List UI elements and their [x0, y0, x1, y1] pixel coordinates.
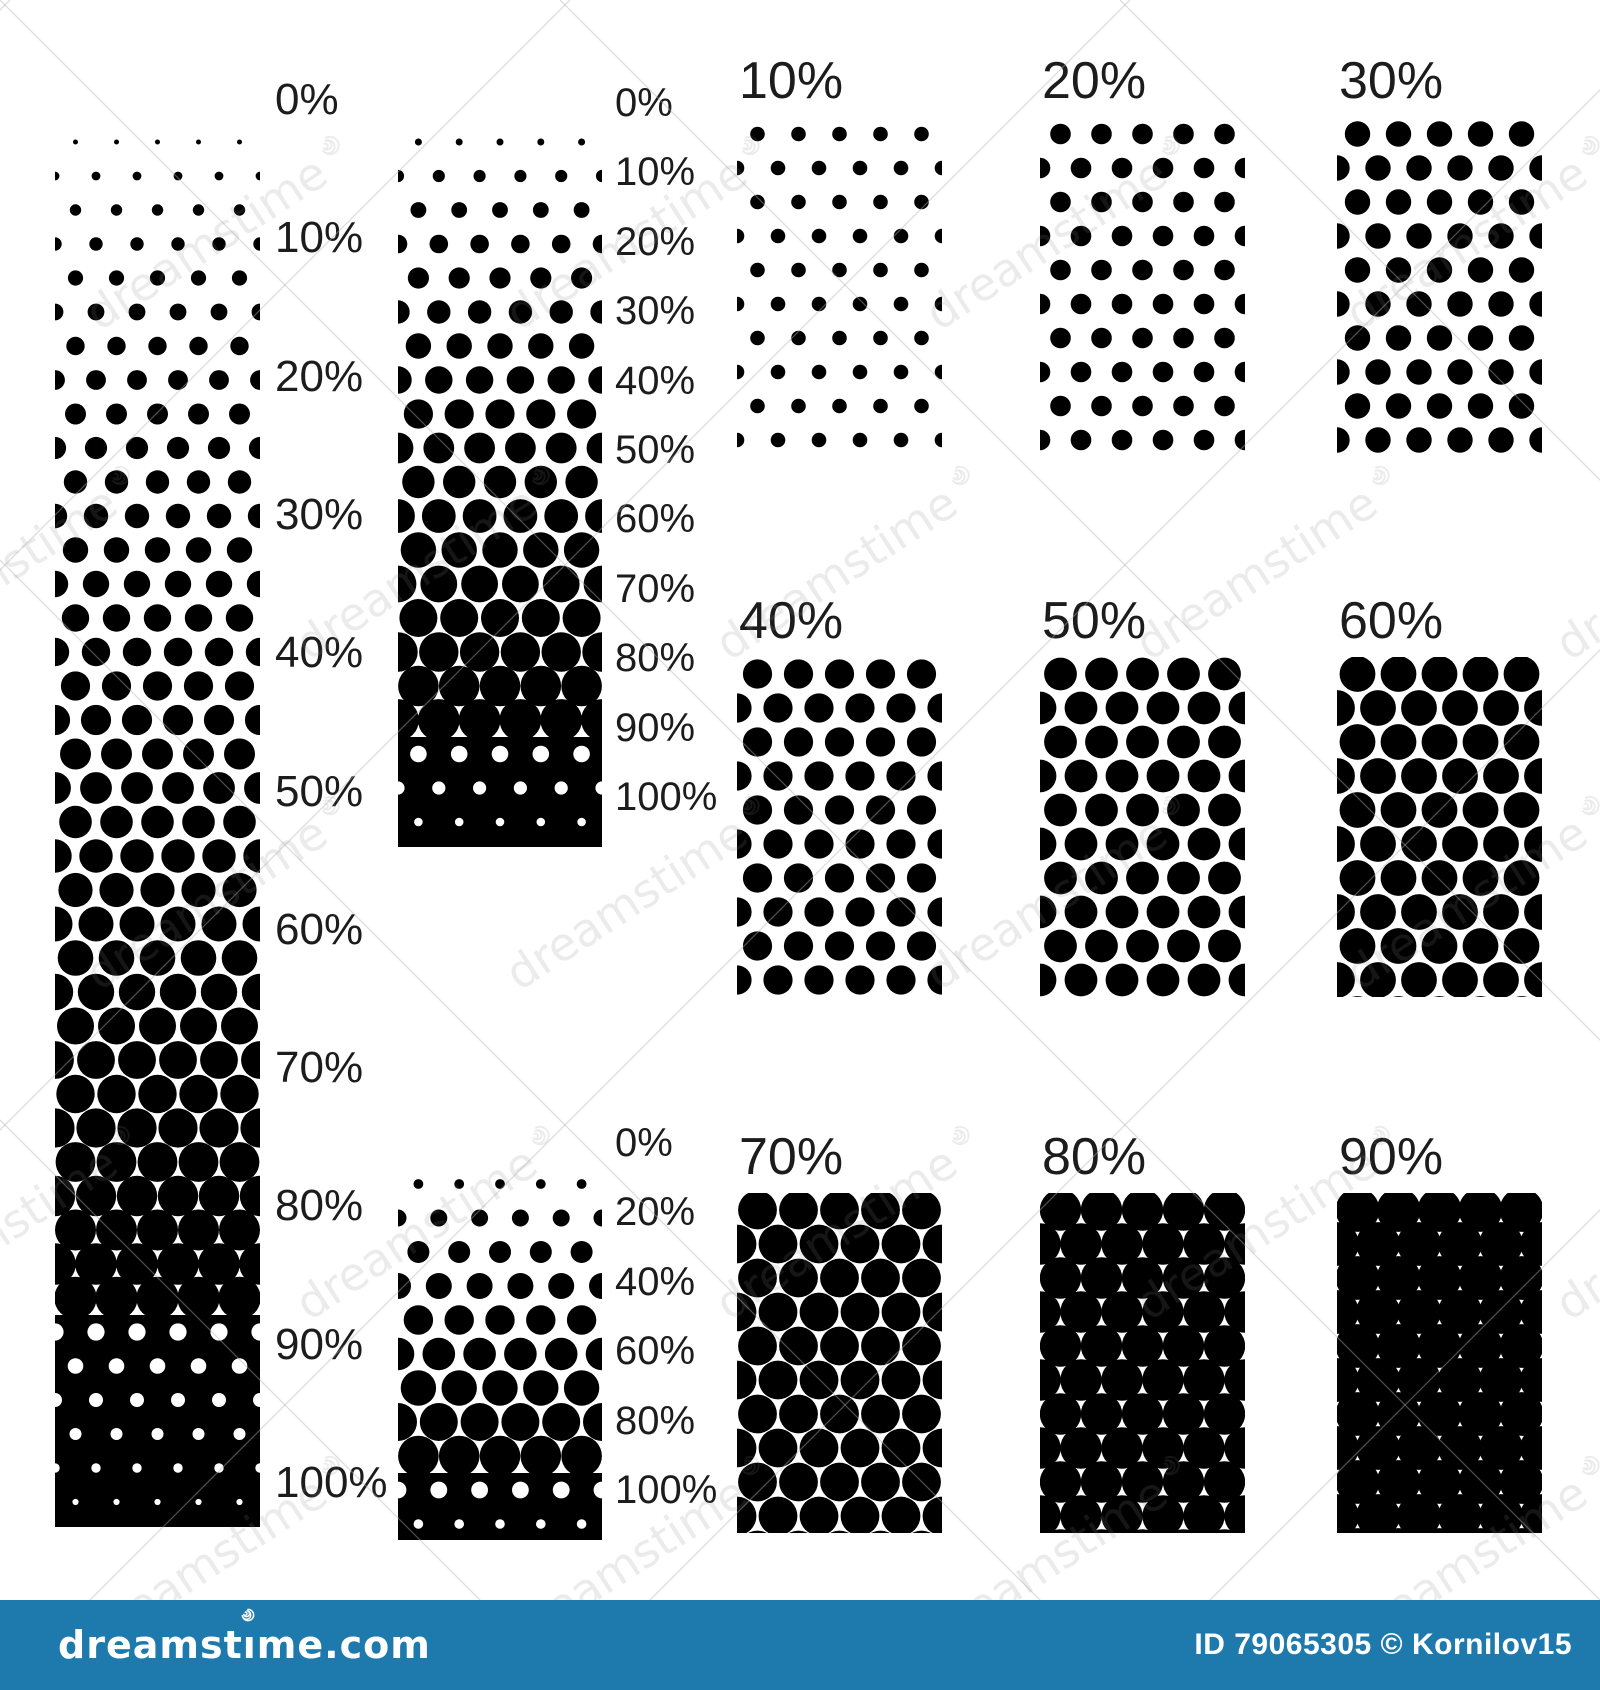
swatch-label-90%: 90% [1339, 1128, 1444, 1186]
spiral-icon [241, 1608, 255, 1622]
swatch-70 [737, 1193, 942, 1533]
footer-bar: dreamst ıme.com ID 79065305 © Kornilov15 [0, 1600, 1600, 1690]
watermark-word: dreamstime [1545, 475, 1600, 671]
gradient-bar-large-label-20%: 20% [275, 352, 364, 401]
halftone-pattern [1040, 123, 1245, 451]
halftone-pattern [737, 126, 942, 448]
halftone-pattern [1040, 1193, 1245, 1533]
watermark-spiral-icon [1372, 465, 1390, 486]
halftone-gradient-bar-medium [398, 125, 602, 847]
gradient-bar-medium-label-40%: 40% [615, 359, 696, 403]
watermark-word: dreamstime [1545, 1135, 1600, 1331]
dreamstime-logo: dreamst ıme.com [58, 1608, 431, 1667]
gradient-bar-medium-label-70%: 70% [615, 567, 696, 611]
logo-text-i: ı [242, 1623, 257, 1667]
watermark-word: dreamstime [0, 0, 127, 11]
gradient-bar-large-label-40%: 40% [275, 628, 364, 677]
halftone-pattern [737, 659, 942, 995]
gradient-bar-large-label-60%: 60% [275, 905, 364, 954]
gradient-bar-small-label-20%: 20% [615, 1190, 696, 1234]
halftone-pattern [398, 1179, 602, 1540]
gradient-bar-small-label-60%: 60% [615, 1329, 696, 1373]
watermark-word: dreamstime [1126, 0, 1387, 11]
gradient-bar-small-label-80%: 80% [615, 1399, 696, 1443]
swatch-label-80%: 80% [1042, 1128, 1147, 1186]
swatch-20 [1040, 117, 1245, 457]
gradient-bar-medium-label-90%: 90% [615, 706, 696, 750]
gradient-bar-large-label-100%: 100% [275, 1458, 388, 1507]
watermark-word: dreamstime [1546, 0, 1600, 11]
gradient-bar-medium-label-10%: 10% [615, 150, 696, 194]
watermark-text: dreamstime [705, 0, 995, 11]
swatch-60 [1337, 657, 1542, 997]
watermark-text: dreamstime [1545, 456, 1600, 671]
swatch-label-50%: 50% [1042, 592, 1147, 650]
watermark-text: dreamstime [285, 0, 575, 11]
gradient-bar-medium-label-20%: 20% [615, 220, 696, 264]
gradient-bar-small-label-40%: 40% [615, 1260, 696, 1304]
gradient-bar-medium-label-100%: 100% [615, 775, 718, 819]
watermark-spiral-icon [952, 1125, 970, 1146]
swatch-10 [737, 117, 942, 457]
watermark-spiral-icon [1582, 135, 1600, 156]
gradient-bar-large-label-80%: 80% [275, 1181, 364, 1230]
halftone-pattern [1337, 1193, 1542, 1533]
halftone-pattern [1337, 121, 1542, 453]
logo-text-prefix: dreamst [58, 1623, 243, 1667]
swatch-90 [1337, 1193, 1542, 1533]
swatch-label-40%: 40% [739, 592, 844, 650]
gradient-bar-medium-label-50%: 50% [615, 428, 696, 472]
swatch-label-30%: 30% [1339, 52, 1444, 110]
watermark-spiral-icon [952, 465, 970, 486]
halftone-pattern [1337, 657, 1542, 997]
gradient-bar-medium-label-60%: 60% [615, 497, 696, 541]
watermark-spiral-icon [1582, 795, 1600, 816]
watermark-text: dreamstime [1545, 0, 1600, 11]
swatch-label-70%: 70% [739, 1128, 844, 1186]
swatch-80 [1040, 1193, 1245, 1533]
halftone-pattern [1040, 657, 1245, 997]
logo-letter-i: ı [241, 1608, 257, 1667]
watermark-spiral-icon [1582, 1455, 1600, 1476]
watermark-text: dreamstime [0, 0, 154, 11]
logo-text-suffix: me.com [256, 1623, 431, 1667]
image-credit: ID 79065305 © Kornilov15 [1194, 1628, 1572, 1661]
gradient-bar-medium-label-30%: 30% [615, 289, 696, 333]
watermark-word: dreamstime [706, 0, 967, 11]
gradient-bar-large-label-90%: 90% [275, 1320, 364, 1369]
watermark-word: dreamstime [286, 0, 547, 11]
watermark-text: dreamstime [1125, 0, 1415, 11]
halftone-pattern [398, 138, 602, 847]
gradient-bar-large-label-30%: 30% [275, 490, 364, 539]
gradient-bar-small-label-100%: 100% [615, 1468, 718, 1512]
halftone-gradient-bar-small [398, 1167, 602, 1540]
halftone-pattern [737, 1193, 942, 1533]
gradient-bar-large-label-70%: 70% [275, 1043, 364, 1092]
watermark-spiral-icon [532, 1125, 550, 1146]
swatch-40 [737, 657, 942, 997]
swatch-label-20%: 20% [1042, 52, 1147, 110]
halftone-gradient-bar-large [55, 125, 260, 1527]
gradient-bar-small-label-0%: 0% [615, 1121, 673, 1165]
gradient-bar-large-label-0%: 0% [275, 75, 339, 124]
gradient-bar-large-label-10%: 10% [275, 213, 364, 262]
swatch-label-60%: 60% [1339, 592, 1444, 650]
swatch-50 [1040, 657, 1245, 997]
gradient-bar-medium-label-80%: 80% [615, 636, 696, 680]
watermark-spiral-icon [322, 135, 340, 156]
gradient-bar-large-label-50%: 50% [275, 767, 364, 816]
swatch-30 [1337, 117, 1542, 457]
halftone-pattern [55, 139, 260, 1527]
watermark-text: dreamstime [1545, 1116, 1600, 1331]
gradient-bar-medium-label-0%: 0% [615, 81, 673, 125]
swatch-label-10%: 10% [739, 52, 844, 110]
